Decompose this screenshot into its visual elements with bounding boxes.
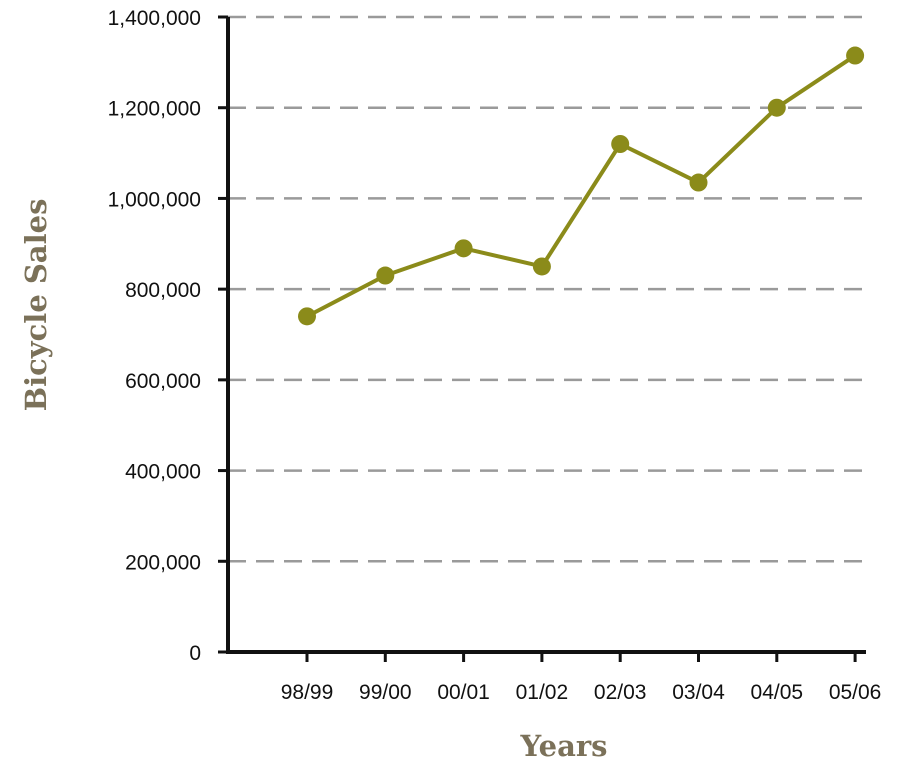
x-tick-label: 04/05 bbox=[751, 681, 804, 704]
x-tick-label: 98/99 bbox=[281, 681, 334, 704]
data-point bbox=[846, 46, 865, 65]
y-tick-label: 0 bbox=[189, 642, 201, 665]
x-tick-label: 01/02 bbox=[516, 681, 569, 704]
series-line bbox=[305, 53, 858, 319]
axes bbox=[226, 17, 866, 654]
data-point bbox=[611, 135, 630, 153]
x-tick-label: 03/04 bbox=[672, 681, 725, 704]
y-tick-label: 800,000 bbox=[125, 279, 201, 302]
x-tick-label: 05/06 bbox=[829, 681, 882, 704]
data-point bbox=[767, 98, 786, 117]
y-tick-label: 1,000,000 bbox=[108, 188, 201, 211]
data-point bbox=[689, 173, 708, 192]
data-point bbox=[376, 266, 395, 285]
y-tick-label: 200,000 bbox=[125, 551, 201, 574]
y-tick-label: 600,000 bbox=[125, 370, 201, 393]
series bbox=[298, 46, 865, 326]
x-tick-labels: 98/99 99/00 00/01 01/02 02/03 03/04 04/05 05/06 bbox=[281, 652, 882, 704]
data-point bbox=[532, 257, 551, 276]
x-axis-title: Years bbox=[519, 729, 607, 762]
data-point bbox=[454, 239, 473, 258]
y-tick-label: 1,400,000 bbox=[108, 7, 201, 30]
y-tick-label: 1,200,000 bbox=[108, 98, 201, 121]
y-tick-label: 400,000 bbox=[125, 461, 201, 484]
y-tick-labels: 0 200,000 400,000 600,000 800,000 1,000,000 1,… bbox=[108, 7, 228, 665]
x-tick-label: 99/00 bbox=[359, 681, 412, 704]
x-tick-label: 00/01 bbox=[437, 681, 490, 704]
gridlines bbox=[228, 15, 866, 563]
x-tick-label: 02/03 bbox=[594, 681, 647, 704]
data-point bbox=[298, 307, 316, 326]
y-axis-title: Bicycle Sales bbox=[19, 199, 53, 412]
